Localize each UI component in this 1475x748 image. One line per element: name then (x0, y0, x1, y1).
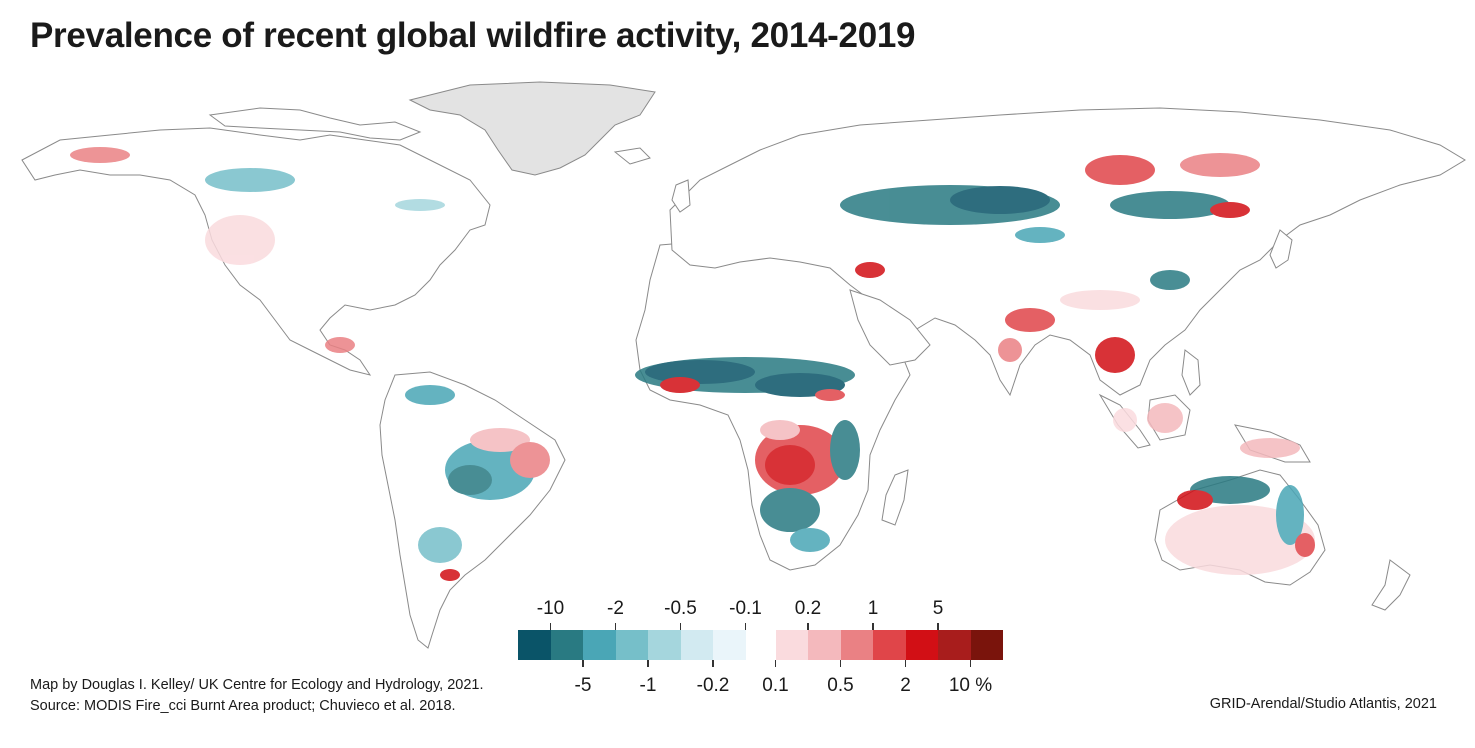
legend-swatch-negative (583, 630, 616, 660)
legend-swatch-positive (970, 630, 1003, 660)
author-credit: Map by Douglas I. Kelley/ UK Centre for … (30, 677, 484, 693)
legend-tick-label: -0.5 (664, 598, 697, 619)
legend-tick-label: -0.2 (696, 675, 730, 696)
legend-tick-label: 5 (932, 598, 944, 619)
legend-tick-mark (904, 660, 907, 667)
fire-patch (325, 337, 355, 353)
publisher-credit: GRID-Arendal/Studio Atlantis, 2021 (1209, 696, 1437, 712)
legend-tick-mark (937, 623, 939, 630)
fire-patch (405, 385, 455, 405)
fire-patch (1276, 485, 1304, 545)
legend-tick-label: -0.1 (729, 598, 762, 619)
fire-patch (998, 338, 1022, 362)
legend-tick-mark (807, 623, 809, 630)
philippines-landmass (1181, 349, 1201, 396)
credit-block: Map by Douglas I. Kelley/ UK Centre for … (30, 675, 484, 717)
legend-tick-mark (679, 623, 682, 630)
madagascar-landmass (881, 469, 909, 526)
fire-patch (1147, 403, 1183, 433)
fire-patch (440, 569, 460, 581)
fire-patch (470, 428, 530, 452)
legend-tick-mark (614, 623, 617, 630)
uk-landmass (671, 179, 691, 213)
fire-patch (1005, 308, 1055, 332)
arctic-islands (208, 107, 422, 141)
legend-tick-label: 2 (900, 675, 911, 696)
legend-tick-mark (549, 623, 552, 630)
legend-swatch-negative (713, 630, 746, 660)
legend-swatch-negative (615, 630, 648, 660)
japan-landmass (1269, 229, 1293, 269)
fire-patch (760, 420, 800, 440)
legend-tick-mark (774, 660, 777, 667)
legend-tick-label: 0.5 (827, 675, 854, 696)
legend-tick-mark (582, 660, 584, 667)
legend-tick-mark (839, 660, 842, 667)
fire-patch (950, 186, 1050, 214)
map-title: Prevalence of recent global wildfire act… (30, 16, 916, 55)
fire-patch (765, 445, 815, 485)
fire-patch (205, 168, 295, 192)
fire-patch (70, 147, 130, 163)
fire-patch (448, 465, 492, 495)
fire-patch (790, 528, 830, 552)
legend-tick-mark (744, 623, 747, 630)
fire-patch (1180, 153, 1260, 177)
fire-patch (815, 389, 845, 401)
fire-patch (1060, 290, 1140, 310)
color-legend: -10 -2 -0.5 -0.1 -5 -1 -0.2 0.1 0.5 2 10 % 0.2 1 5 (518, 596, 1008, 706)
fire-patch (645, 360, 755, 384)
fire-activity-layer (70, 147, 1315, 581)
greenland-ice (408, 81, 656, 176)
legend-swatch-positive (775, 630, 808, 660)
fire-patch (1095, 337, 1135, 373)
fire-patch (1085, 155, 1155, 185)
legend-tick-mark (969, 660, 972, 667)
legend-tick-label: -1 (639, 675, 657, 696)
fire-patch (855, 262, 885, 278)
legend-swatch-positive (808, 630, 841, 660)
fire-patch (1110, 191, 1230, 219)
fire-patch (1210, 202, 1250, 218)
legend-swatch-positive (840, 630, 873, 660)
legend-swatch-negative (680, 630, 713, 660)
fire-patch (418, 527, 462, 563)
legend-tick-mark (872, 623, 874, 630)
data-source-credit: Source: MODIS Fire_cci Burnt Area produc… (30, 698, 456, 714)
fire-patch (1295, 533, 1315, 557)
legend-swatch-negative (648, 630, 681, 660)
legend-tick-label: 1 (867, 598, 879, 619)
fire-patch (395, 199, 445, 211)
legend-tick-label: 0.1 (762, 675, 789, 696)
fire-patch (1113, 408, 1137, 432)
fire-patch (1177, 490, 1213, 510)
legend-swatch-positive (873, 630, 906, 660)
legend-tick-label: -5 (574, 675, 592, 696)
fire-patch (1240, 438, 1300, 458)
fire-patch (1015, 227, 1065, 243)
legend-swatch-negative (518, 630, 551, 660)
fire-patch (205, 215, 275, 265)
iceland-landmass (613, 147, 651, 165)
arabia-landmass (849, 289, 931, 366)
fire-patch (760, 488, 820, 532)
legend-tick-mark (647, 660, 649, 667)
legend-tick-label: 10 % (948, 675, 993, 696)
legend-swatch-positive (905, 630, 938, 660)
fire-patch (830, 420, 860, 480)
fire-patch (510, 442, 550, 478)
legend-tick-mark (712, 660, 714, 667)
legend-tick-label: -2 (607, 598, 624, 619)
legend-swatch-positive (938, 630, 971, 660)
fire-patch (660, 377, 700, 393)
legend-tick-label: 0.2 (794, 598, 822, 619)
fire-patch (1150, 270, 1190, 290)
new-zealand-landmass (1371, 559, 1411, 611)
legend-swatch-negative (550, 630, 583, 660)
legend-tick-label: -10 (536, 598, 565, 619)
